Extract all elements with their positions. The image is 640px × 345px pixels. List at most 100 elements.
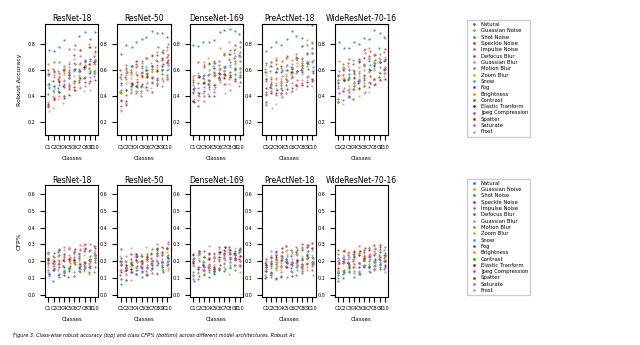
Point [297,43,307,49]
Point [79,62,90,68]
Point [364,256,374,262]
Point [230,256,240,262]
Point [292,60,303,66]
Point [198,258,209,264]
Point [194,252,204,257]
Point [84,257,94,263]
Point [152,69,163,74]
Point [204,255,214,261]
Point [194,90,204,96]
Point [198,90,209,96]
Point [54,78,64,84]
Point [136,261,147,266]
Point [147,262,157,267]
Point [302,265,312,270]
Point [147,266,157,272]
Point [369,76,380,82]
Point [374,74,384,80]
Point [349,86,359,92]
Point [360,89,370,95]
Point [235,245,245,250]
Point [282,36,292,41]
Point [43,101,53,107]
Point [353,73,364,79]
Point [54,93,64,99]
Point [89,53,99,59]
Point [224,51,234,57]
Point [121,101,131,107]
Point [157,253,167,258]
Point [162,259,172,265]
Point [204,263,214,269]
Point [137,60,147,66]
Point [364,68,374,73]
Point [193,97,204,103]
Point [364,264,374,269]
Point [355,261,365,267]
Point [141,265,152,270]
Point [344,268,354,274]
Point [214,249,225,254]
Point [90,44,100,50]
Point [235,262,245,268]
Point [49,66,59,72]
Point [354,85,364,91]
Point [307,259,317,265]
Point [152,65,162,70]
Point [225,255,235,260]
Point [379,66,389,71]
Point [375,262,385,267]
Point [297,262,307,268]
Point [266,265,276,270]
Point [44,105,54,110]
Point [271,256,282,261]
Point [266,84,276,89]
Point [333,73,343,79]
Point [198,265,209,270]
Point [260,99,271,105]
Point [64,83,74,89]
Point [365,68,375,73]
Point [188,276,198,282]
Point [271,70,281,75]
Point [147,79,157,85]
Point [116,98,126,103]
Point [136,253,147,259]
Point [364,259,374,264]
Point [339,248,349,254]
Point [58,251,68,257]
Point [209,255,220,261]
Point [369,52,380,58]
Point [141,253,152,259]
X-axis label: Classes: Classes [61,317,82,322]
Point [204,60,214,66]
Point [281,73,291,79]
Point [297,246,307,252]
Point [230,78,240,83]
Point [49,259,59,264]
Point [121,80,131,86]
Point [271,256,281,262]
Point [379,252,389,257]
Point [338,67,348,73]
Point [333,96,344,101]
Point [338,272,348,277]
Point [296,62,307,68]
Point [214,70,225,76]
Point [302,60,312,66]
Point [292,259,302,265]
Point [343,253,353,258]
Point [90,250,100,256]
Point [204,250,214,256]
Point [266,271,276,276]
Point [84,44,95,49]
Point [152,58,163,64]
Point [271,248,281,254]
Point [157,259,167,264]
Point [292,246,302,251]
Point [209,65,220,71]
Point [287,80,297,86]
Point [163,41,173,47]
Point [209,72,219,78]
Point [374,69,385,75]
